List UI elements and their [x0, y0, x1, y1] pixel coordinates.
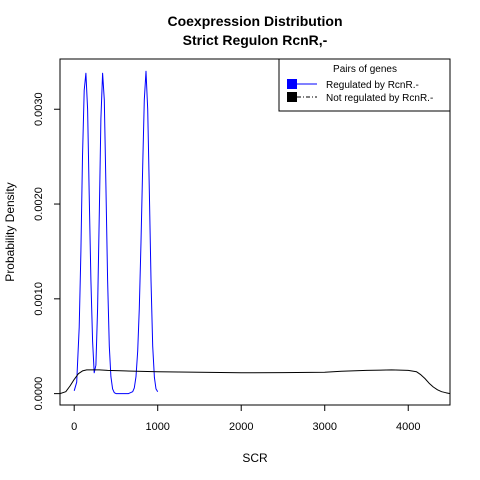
plot-frame: [59, 58, 451, 406]
y-axis-label: Probability Density: [3, 182, 17, 281]
x-axis-label: SCR: [242, 451, 268, 465]
legend-title: Pairs of genes: [333, 64, 397, 75]
x-tick-label: 4000: [396, 421, 420, 433]
chart-title: Coexpression Distribution: [167, 13, 342, 29]
legend-swatch-not-regulated: [287, 92, 297, 102]
x-axis: 0 1000 2000 3000 4000: [71, 405, 420, 433]
x-tick-label: 2000: [229, 421, 253, 433]
y-tick-label: 0.0000: [33, 377, 45, 411]
x-tick-label: 1000: [145, 421, 169, 433]
chart-subtitle: Strict Regulon RcnR,-: [183, 32, 328, 48]
legend-entry-regulated: Regulated by RcnR.-: [326, 80, 419, 91]
y-tick-label: 0.0010: [33, 282, 45, 316]
y-tick-label: 0.0030: [33, 92, 45, 126]
legend-entry-not-regulated: Not regulated by RcnR.-: [326, 93, 433, 104]
legend-box: [278, 58, 451, 112]
y-axis: 0.0000 0.0010 0.0020 0.0030: [33, 92, 60, 410]
x-tick-label: 3000: [312, 421, 336, 433]
x-tick-label: 0: [71, 421, 77, 433]
series-layer: [59, 70, 451, 395]
legend-swatch-regulated: [287, 79, 297, 89]
y-tick-label: 0.0020: [33, 187, 45, 221]
series-line-not-regulated: [59, 369, 451, 395]
legend: Pairs of genes Regulated by RcnR.- Not r…: [278, 58, 451, 112]
series-line-regulated: [73, 70, 159, 395]
